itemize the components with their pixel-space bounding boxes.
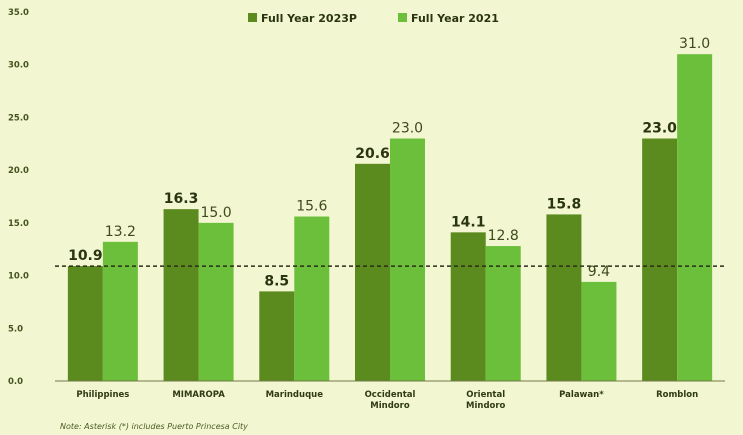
bar-2021 (294, 216, 330, 381)
data-label: 13.2 (105, 224, 136, 240)
legend-label: Full Year 2023P (261, 12, 357, 25)
bar-2021 (102, 241, 138, 381)
data-label: 15.0 (200, 205, 231, 221)
category-label: Marinduque (266, 390, 324, 400)
data-labels: 10.913.216.315.08.515.620.623.014.112.81… (68, 36, 710, 289)
data-label: 8.5 (264, 273, 289, 289)
bar-2023p (546, 214, 582, 381)
bars (67, 54, 713, 382)
bar-2023p (163, 209, 199, 381)
legend-label: Full Year 2021 (411, 12, 499, 25)
legend: Full Year 2023P Full Year 2021 (248, 12, 499, 25)
legend-swatch (248, 13, 257, 22)
data-label: 14.1 (451, 214, 486, 230)
data-label: 20.6 (355, 146, 390, 162)
x-axis: Philippines MIMAROPA Marinduque Occidental M… (55, 380, 725, 411)
data-label: 31.0 (679, 36, 710, 52)
y-tick-label: 5.0 (8, 324, 23, 334)
y-tick-label: 30.0 (8, 61, 29, 71)
y-tick-label: 0.0 (8, 377, 23, 387)
category-label: Oriental Mindoro (466, 390, 506, 411)
bar-2021 (581, 281, 617, 381)
y-tick-label: 35.0 (8, 8, 29, 18)
bar-2021 (677, 54, 713, 382)
data-label: 12.8 (488, 228, 519, 244)
category-label: Occidental Mindoro (365, 390, 416, 411)
data-label: 15.8 (547, 196, 582, 212)
bar-2023p (67, 266, 103, 381)
bar-2023p (355, 163, 390, 381)
bar-2023p (450, 232, 486, 381)
bar-2021 (390, 138, 425, 381)
category-label: MIMAROPA (172, 390, 225, 400)
bar-2023p (642, 138, 678, 381)
data-label: 9.4 (588, 264, 610, 280)
y-tick-label: 10.0 (8, 272, 29, 282)
y-axis: 0.0 5.0 10.0 15.0 20.0 25.0 30.0 35.0 (8, 8, 29, 387)
data-label: 16.3 (164, 191, 199, 207)
legend-swatch (398, 13, 407, 22)
bar-2021 (198, 222, 234, 381)
data-label: 10.9 (68, 248, 103, 264)
category-label: Romblon (656, 390, 698, 400)
y-tick-label: 15.0 (8, 219, 29, 229)
bar-2021 (485, 246, 521, 381)
y-tick-label: 25.0 (8, 113, 29, 123)
footnote: Note: Asterisk (*) includes Puerto Princ… (60, 422, 248, 431)
category-label: Philippines (76, 390, 129, 400)
y-tick-label: 20.0 (8, 166, 29, 176)
data-label: 15.6 (296, 199, 327, 215)
data-label: 23.0 (642, 121, 677, 137)
bar-2023p (259, 291, 295, 381)
category-label: Palawan* (559, 390, 604, 400)
data-label: 23.0 (392, 121, 423, 137)
